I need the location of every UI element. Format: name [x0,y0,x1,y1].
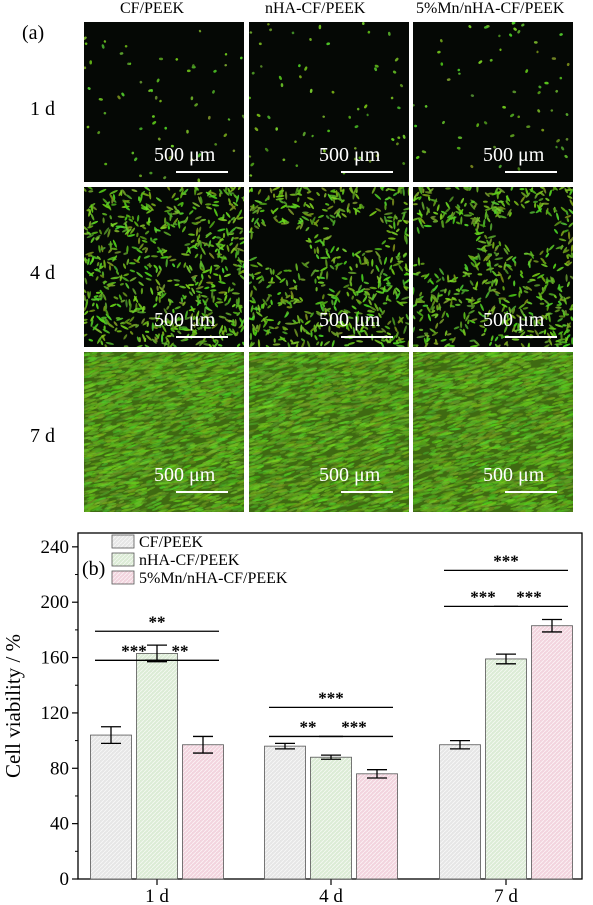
y-tick-label: 40 [50,814,69,835]
significance-label: *** [516,587,542,606]
legend-label: nHA-CF/PEEK [139,552,240,569]
row-label-7d: 7 d [30,425,55,447]
bar-2 [182,744,224,880]
significance-label: *** [318,688,344,707]
micrograph-4d-col3: 500 μm [413,187,573,347]
column-title-nha-cf-peek: nHA-CF/PEEK [265,0,366,17]
scale-bar [505,336,557,338]
scale-bar [341,336,393,338]
scale-bar [341,491,393,493]
legend-swatch [111,570,135,585]
scale-bar-label: 500 μm [319,309,381,331]
scale-bar [341,171,393,173]
scale-bar-label: 500 μm [154,309,216,331]
significance-label: *** [341,717,367,736]
bar-1 [136,653,178,880]
bar-2 [356,773,398,880]
bar-0 [264,745,306,880]
scale-bar-label: 500 μm [483,144,545,166]
x-tick-label: 7 d [494,886,518,905]
y-tick-label: 160 [41,648,70,669]
scale-bar [505,171,557,173]
significance-label: ** [172,641,189,660]
scale-bar [505,491,557,493]
micrograph-4d-col2: 500 μm [249,187,409,347]
scale-bar-label: 500 μm [319,464,381,486]
micrograph-7d-col1: 500 μm [84,352,244,512]
column-title-cf-peek: CF/PEEK [120,0,185,17]
legend-swatch [111,552,135,567]
y-tick-label: 120 [41,703,70,724]
column-title-mn-nha-cf-peek: 5%Mn/nHA-CF/PEEK [416,0,565,17]
micrograph-1d-col1: 500 μm [84,22,244,182]
micrograph-7d-col2: 500 μm [249,352,409,512]
significance-label: *** [121,641,147,660]
y-tick-label: 0 [60,869,70,890]
scale-bar-label: 500 μm [154,464,216,486]
y-tick-label: 240 [41,537,70,558]
scale-bar [176,171,228,173]
micrograph-4d-col1: 500 μm [84,187,244,347]
significance-label: ** [300,717,317,736]
scale-bar [176,491,228,493]
significance-label: ** [149,612,166,631]
legend-label: 5%Mn/nHA-CF/PEEK [139,570,288,587]
y-tick-label: 200 [41,592,70,613]
scale-bar-label: 500 μm [483,464,545,486]
y-axis-label: Cell viability / % [1,634,25,778]
x-tick-label: 1 d [145,886,169,905]
row-label-4d: 4 d [30,262,55,284]
bar-0 [439,744,481,880]
legend-label: CF/PEEK [139,534,203,551]
micrograph-1d-col2: 500 μm [249,22,409,182]
bar-0 [90,734,132,880]
panel-a-label: (a) [22,22,45,44]
scale-bar-label: 500 μm [154,144,216,166]
significance-label: *** [493,551,519,570]
bar-2 [531,625,573,880]
micrograph-7d-col3: 500 μm [413,352,573,512]
bar-1 [310,756,352,880]
scale-bar-label: 500 μm [319,144,381,166]
x-tick-label: 4 d [319,886,343,905]
row-label-1d: 1 d [30,98,55,120]
y-tick-label: 80 [50,758,69,779]
bar-1 [485,658,527,880]
panel-b-label: (b) [82,558,105,580]
significance-label: *** [470,587,496,606]
micrograph-1d-col3: 500 μm [413,22,573,182]
scale-bar-label: 500 μm [483,309,545,331]
scale-bar [176,336,228,338]
legend-swatch [111,534,135,549]
